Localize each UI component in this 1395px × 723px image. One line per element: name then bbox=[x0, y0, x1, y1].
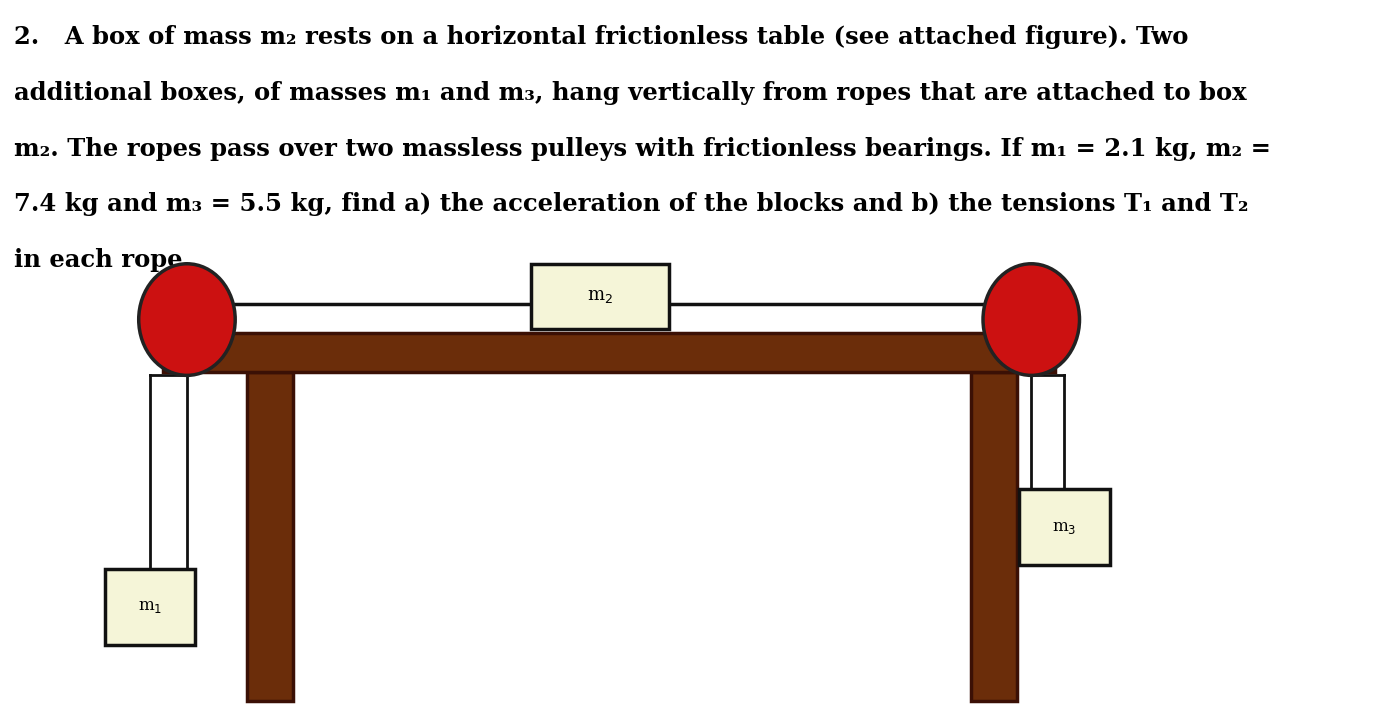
Ellipse shape bbox=[983, 264, 1080, 375]
FancyBboxPatch shape bbox=[1020, 489, 1109, 565]
Text: m$_1$: m$_1$ bbox=[138, 599, 162, 615]
Text: m$_3$: m$_3$ bbox=[1052, 519, 1077, 536]
Text: 7.4 kg and m₃ = 5.5 kg, find a) the acceleration of the blocks and b) the tensio: 7.4 kg and m₃ = 5.5 kg, find a) the acce… bbox=[14, 192, 1249, 216]
Text: additional boxes, of masses m₁ and m₃, hang vertically from ropes that are attac: additional boxes, of masses m₁ and m₃, h… bbox=[14, 81, 1247, 105]
FancyBboxPatch shape bbox=[247, 372, 293, 701]
FancyBboxPatch shape bbox=[530, 264, 670, 329]
FancyBboxPatch shape bbox=[163, 333, 1056, 372]
Ellipse shape bbox=[138, 264, 236, 375]
Text: 2.   A box of mass m₂ rests on a horizontal frictionless table (see attached fig: 2. A box of mass m₂ rests on a horizonta… bbox=[14, 25, 1189, 49]
FancyBboxPatch shape bbox=[163, 304, 1056, 336]
Text: in each rope.: in each rope. bbox=[14, 248, 191, 272]
Text: m$_2$: m$_2$ bbox=[587, 288, 612, 305]
FancyBboxPatch shape bbox=[105, 569, 195, 645]
FancyBboxPatch shape bbox=[971, 372, 1017, 701]
Text: m₂. The ropes pass over two massless pulleys with frictionless bearings. If m₁ =: m₂. The ropes pass over two massless pul… bbox=[14, 137, 1271, 161]
